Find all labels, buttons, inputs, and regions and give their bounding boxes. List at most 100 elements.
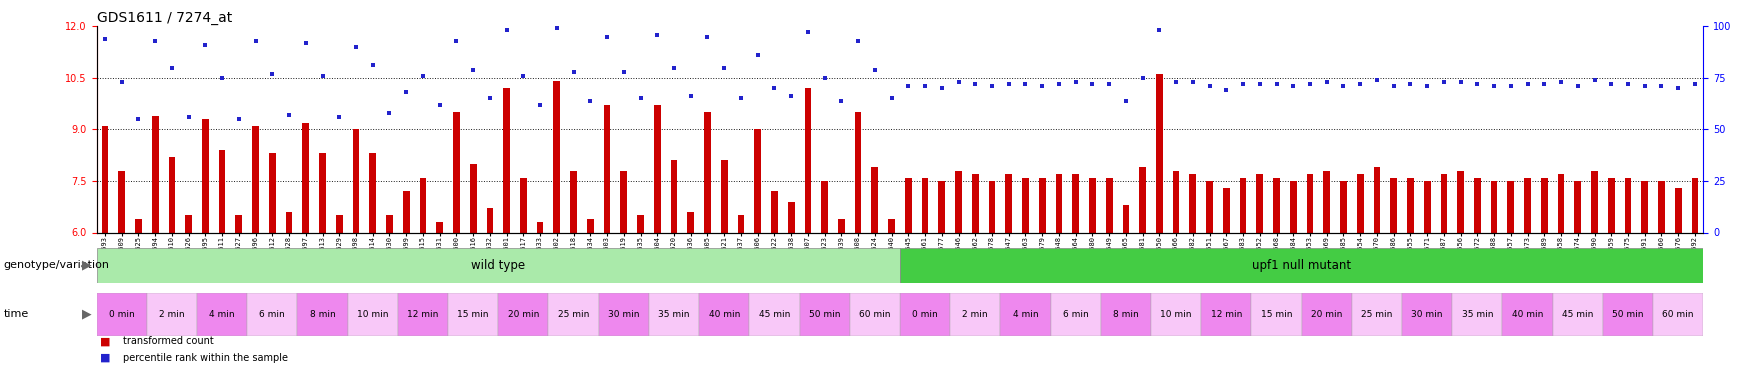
Point	[793, 30, 821, 36]
Text: wild type: wild type	[470, 259, 525, 272]
Bar	[302, 123, 309, 232]
Bar	[598, 292, 649, 336]
Bar	[721, 160, 727, 232]
Point	[1680, 81, 1708, 87]
Text: 8 min: 8 min	[309, 310, 335, 319]
Bar	[849, 292, 899, 336]
Point	[777, 93, 806, 99]
Text: 10 min: 10 min	[356, 310, 388, 319]
Bar	[1390, 177, 1397, 232]
Bar	[1590, 171, 1597, 232]
Bar	[637, 215, 644, 232]
Text: 4 min: 4 min	[1013, 310, 1037, 319]
Point	[1078, 81, 1106, 87]
Bar	[888, 219, 895, 232]
Bar	[1272, 177, 1279, 232]
Point	[325, 114, 353, 120]
Bar	[937, 181, 944, 232]
Point	[709, 64, 737, 70]
Bar	[519, 177, 526, 232]
Bar	[168, 157, 176, 232]
Bar	[620, 171, 627, 232]
Bar	[537, 222, 542, 232]
Text: 25 min: 25 min	[1360, 310, 1392, 319]
Point	[276, 112, 304, 118]
Bar	[335, 215, 342, 232]
Bar	[1100, 292, 1150, 336]
Point	[1095, 81, 1123, 87]
Text: 50 min: 50 min	[809, 310, 841, 319]
Point	[944, 79, 972, 85]
Point	[593, 34, 621, 40]
Point	[1597, 81, 1625, 87]
Bar	[971, 174, 978, 232]
Point	[1479, 83, 1508, 89]
Bar	[1602, 292, 1651, 336]
Point	[391, 89, 419, 95]
Bar	[1690, 177, 1697, 232]
Text: percentile rank within the sample: percentile rank within the sample	[123, 353, 288, 363]
Bar	[1300, 292, 1351, 336]
Point	[476, 96, 504, 102]
Point	[727, 96, 755, 102]
Bar	[386, 215, 393, 232]
Bar	[504, 88, 509, 232]
Point	[458, 67, 486, 73]
Bar	[1623, 177, 1630, 232]
Bar	[1006, 174, 1011, 232]
Bar	[419, 177, 426, 232]
Point	[509, 73, 537, 79]
Bar	[1339, 181, 1346, 232]
Bar	[704, 112, 711, 232]
Text: 45 min: 45 min	[1562, 310, 1592, 319]
Text: 35 min: 35 min	[658, 310, 690, 319]
Point	[493, 27, 521, 33]
Point	[207, 75, 235, 81]
Point	[1028, 83, 1057, 89]
Bar	[453, 112, 460, 232]
Bar	[1451, 292, 1502, 336]
Text: 10 min: 10 min	[1160, 310, 1192, 319]
Point	[844, 38, 872, 44]
Text: 6 min: 6 min	[1062, 310, 1088, 319]
Bar	[369, 153, 376, 232]
Bar	[1608, 177, 1613, 232]
Bar	[1172, 171, 1179, 232]
Bar	[899, 248, 1702, 283]
Bar	[1400, 292, 1451, 336]
Text: ■: ■	[100, 336, 111, 346]
Bar	[553, 81, 560, 232]
Point	[1062, 79, 1090, 85]
Text: time: time	[4, 309, 28, 319]
Bar	[799, 292, 849, 336]
Bar	[269, 153, 276, 232]
Bar	[102, 126, 109, 232]
Point	[642, 32, 670, 38]
Point	[1664, 85, 1692, 91]
Text: 2 min: 2 min	[962, 310, 988, 319]
Text: 25 min: 25 min	[558, 310, 590, 319]
Bar	[1351, 292, 1400, 336]
Point	[1613, 81, 1641, 87]
Text: ▶: ▶	[82, 259, 91, 272]
Bar	[1239, 177, 1246, 232]
Bar	[448, 292, 498, 336]
Point	[893, 83, 921, 89]
Point	[1178, 79, 1206, 85]
Bar	[253, 126, 258, 232]
Point	[627, 96, 655, 102]
Bar	[235, 215, 242, 232]
Text: 60 min: 60 min	[858, 310, 890, 319]
Text: ■: ■	[100, 353, 111, 363]
Bar	[486, 209, 493, 232]
Bar	[135, 219, 142, 232]
Bar	[1206, 181, 1213, 232]
Point	[442, 38, 470, 44]
Bar	[1372, 167, 1379, 232]
Point	[291, 40, 319, 46]
Point	[1228, 81, 1257, 87]
Bar	[788, 202, 793, 232]
Bar	[1221, 188, 1228, 232]
Point	[927, 85, 955, 91]
Point	[1346, 81, 1374, 87]
